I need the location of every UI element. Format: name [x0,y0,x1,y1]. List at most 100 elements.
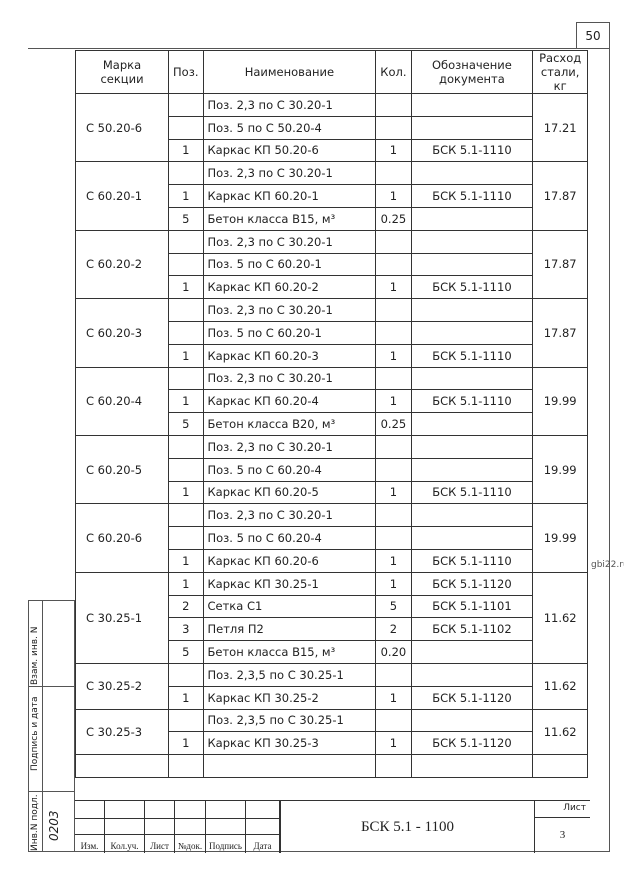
table-row: 1 Каркас КП 60.20-3 1 БСК 5.1-1110 [76,343,588,368]
quantity [375,366,412,391]
table-row: С 60.20-3 Поз. 2,3 по С 30.20-1 17.87 [74,298,588,368]
title-block-column: Кол.уч. [105,801,145,853]
position [168,434,204,459]
table-row: 1 Каркас КП 30.25-2 1 БСК 5.1-1120 [76,685,588,710]
position [168,161,204,186]
item-name: Сетка С1 [202,594,377,619]
quantity: 1 [375,571,412,596]
title-block-column: Подпись [206,801,246,853]
document-ref: БСК 5.1-1110 [410,389,534,414]
document-ref: БСК 5.1-1101 [410,594,534,619]
title-block-column-label: Изм. [80,841,99,851]
position: 5 [168,412,204,436]
document-ref [410,252,534,277]
quantity: 1 [375,184,412,208]
position: 1 [168,184,204,208]
document-ref [410,320,534,345]
header-doc: Обозначение документа [410,50,534,94]
item-name: Поз. 2,3,5 по С 30.25-1 [202,662,377,687]
steel-consumption: 19.99 [532,366,588,436]
document-ref [410,434,534,459]
quantity: 1 [375,685,412,710]
quantity [375,93,412,117]
steel-consumption: 11.62 [532,571,588,664]
item-name: Поз. 2,3 по С 30.20-1 [202,93,377,117]
item-name: Поз. 2,3 по С 30.20-1 [202,298,377,322]
position [168,93,204,117]
table-row: Поз. 5 по С 60.20-1 [76,252,588,277]
item-name: Каркас КП 60.20-2 [202,275,377,300]
inv-orig-value: 0203 [47,810,61,841]
position: 1 [168,571,204,596]
table-row: С 50.20-6 Поз. 2,3 по С 30.20-1 17.21 [74,92,588,163]
table-row: С 60.20-1 Поз. 2,3 по С 30.20-1 17.87 [74,161,588,231]
title-block-column-label: Лист [150,841,169,851]
table-row: 1 Каркас КП 60.20-2 1 БСК 5.1-1110 [76,275,588,300]
quantity: 1 [375,275,412,300]
table-row: 1 Каркас КП 60.20-6 1 БСК 5.1-1110 [76,548,588,573]
item-name: Поз. 5 по С 60.20-1 [202,320,377,345]
position [168,115,204,140]
title-block-column-label: Дата [253,841,272,851]
document-ref [410,708,534,733]
quantity [375,115,412,140]
quantity [375,434,412,459]
title-block-column: Изм. [75,801,105,853]
steel-consumption: 17.87 [532,229,588,300]
position: 2 [168,594,204,619]
steel-consumption: 19.99 [532,434,588,505]
title-block-column-label: Кол.уч. [110,841,139,851]
item-name: Каркас КП 30.25-3 [202,731,377,756]
item-name: Каркас КП 50.20-6 [202,138,377,163]
quantity: 1 [375,343,412,368]
table-row: С 60.20-5 Поз. 2,3 по С 30.20-1 19.99 [74,434,588,505]
quantity: 1 [375,548,412,573]
document-ref: БСК 5.1-1110 [410,480,534,505]
section-mark: С 60.20-2 [74,229,170,300]
header-qty: Кол. [375,50,412,94]
inv-orig-label: Инв.N подл. [30,794,40,851]
table-row: 1 Каркас КП 50.20-6 1 БСК 5.1-1110 [76,138,588,163]
item-name: Петля П2 [202,617,377,642]
table-row: С 30.25-1 1 Каркас КП 30.25-1 1 БСК 5.1-1120… [74,571,588,664]
item-name: Поз. 5 по С 60.20-1 [202,252,377,277]
position: 1 [168,343,204,368]
document-ref: БСК 5.1-1110 [410,184,534,208]
table-row: С 30.25-2 Поз. 2,3,5 по С 30.25-1 11.62 [74,662,588,710]
position [168,708,204,733]
drawing-frame [28,48,610,852]
document-ref [410,206,534,231]
item-name: Поз. 2,3,5 по С 30.25-1 [202,708,377,733]
document-ref [410,412,534,436]
quantity: 2 [375,617,412,642]
document-ref [410,662,534,687]
quantity [375,161,412,186]
quantity: 5 [375,594,412,619]
position: 1 [168,138,204,163]
document-ref: БСК 5.1-1110 [410,138,534,163]
quantity [375,503,412,528]
item-name: Бетон класса В15, м³ [202,640,377,664]
position: 1 [168,389,204,414]
side-stamp: Взам. инв. N Подпись и дата Инв.N подл. … [28,600,75,852]
position: 5 [168,206,204,231]
empty-row [74,754,588,778]
table-row: Поз. 5 по С 60.20-1 [76,320,588,345]
table-row: 5 Бетон класса В15, м³ 0.20 [76,640,588,664]
position: 1 [168,685,204,710]
document-ref [410,640,534,664]
table-row: С 60.20-6 Поз. 2,3 по С 30.20-1 19.99 [74,503,588,573]
title-block: Изм. Кол.уч. Лист №док. Подпись Дата БСК 5.1 … [75,800,590,853]
table-row: 3 Петля П2 2 БСК 5.1-1102 [76,617,588,642]
section-mark: С 60.20-1 [74,161,170,231]
item-name: Бетон класса В15, м³ [202,206,377,231]
position: 5 [168,640,204,664]
position: 1 [168,275,204,300]
quantity: 1 [375,389,412,414]
item-name: Поз. 2,3 по С 30.20-1 [202,229,377,254]
title-block-column-label: №док. [177,841,203,851]
section-mark: С 60.20-6 [74,503,170,573]
item-name: Поз. 5 по С 60.20-4 [202,526,377,550]
sign-date-label: Подпись и дата [30,696,40,771]
position [168,252,204,277]
